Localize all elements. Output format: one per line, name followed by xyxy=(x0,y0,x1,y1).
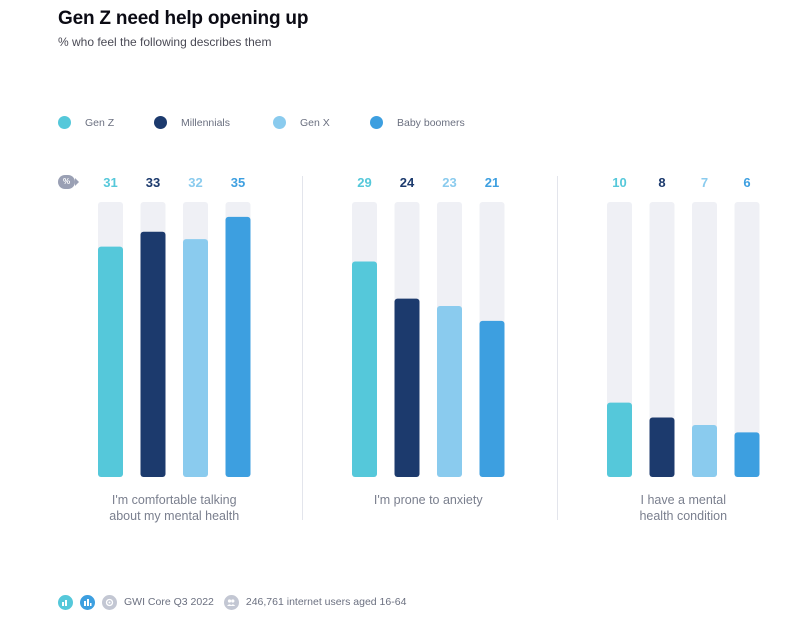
data-label: 7 xyxy=(701,175,708,190)
legend-item-gen-z: Gen Z xyxy=(58,116,114,129)
chart-title: Gen Z need help opening up xyxy=(58,8,309,29)
legend-item-gen-x: Gen X xyxy=(273,116,330,129)
data-label: 29 xyxy=(357,175,371,190)
bar xyxy=(98,246,123,477)
category-label: I have a mental health condition xyxy=(593,492,773,524)
legend-label: Baby boomers xyxy=(397,116,465,129)
category-label: I'm comfortable talking about my mental h… xyxy=(84,492,264,524)
bar xyxy=(607,402,632,477)
bar xyxy=(183,239,208,477)
bar xyxy=(479,320,505,477)
legend-swatch xyxy=(273,116,286,129)
data-label: 8 xyxy=(658,175,665,190)
category-label-line: health condition xyxy=(639,509,728,523)
data-label: 35 xyxy=(231,175,245,190)
source-icon xyxy=(102,594,117,610)
legend-item-baby-boomers: Baby boomers xyxy=(370,116,465,129)
data-label: 31 xyxy=(103,175,117,190)
data-label: 10 xyxy=(612,175,626,190)
data-label: 23 xyxy=(442,175,456,190)
footer-base: 246,761 internet users aged 16-64 xyxy=(245,596,407,608)
bar-track xyxy=(649,202,675,477)
bar-chart-alt-icon xyxy=(80,594,95,610)
data-label: 6 xyxy=(743,175,750,190)
category-label-line: I have a mental xyxy=(640,493,726,507)
legend-swatch xyxy=(370,116,383,129)
group-divider xyxy=(557,176,558,520)
legend-label: Gen X xyxy=(300,116,330,129)
group-divider xyxy=(302,176,303,520)
legend-label: Millennials xyxy=(181,116,231,129)
legend-swatch xyxy=(154,116,167,129)
category-label-line: I'm prone to anxiety xyxy=(373,493,483,507)
bar xyxy=(140,231,166,477)
data-label: 24 xyxy=(400,175,415,190)
legend-label: Gen Z xyxy=(85,116,115,129)
bar-track xyxy=(734,202,760,477)
bar xyxy=(352,261,377,477)
bar-chart-icon xyxy=(58,594,73,610)
data-label: 32 xyxy=(188,175,202,190)
bar-track xyxy=(692,202,717,477)
bar xyxy=(734,432,760,477)
bar xyxy=(437,306,462,477)
category-label: I'm prone to anxiety xyxy=(338,492,518,508)
footer-source: GWI Core Q3 2022 xyxy=(124,596,214,608)
bar xyxy=(649,417,675,477)
legend-swatch xyxy=(58,116,71,129)
footer: GWI Core Q3 2022 246,761 internet users … xyxy=(58,594,406,610)
percent-unit-badge: % xyxy=(58,175,75,189)
data-label: 33 xyxy=(146,175,160,190)
data-label: 21 xyxy=(485,175,499,190)
bar xyxy=(225,216,251,477)
users-icon xyxy=(223,594,239,610)
category-label-line: I'm comfortable talking xyxy=(111,493,237,507)
arrow-right-icon xyxy=(75,178,79,186)
legend-item-millennials: Millennials xyxy=(154,116,230,129)
chart-subtitle: % who feel the following describes them xyxy=(58,35,272,49)
category-label-line: about my mental health xyxy=(109,509,240,523)
bar xyxy=(692,424,717,477)
bar xyxy=(394,298,420,477)
